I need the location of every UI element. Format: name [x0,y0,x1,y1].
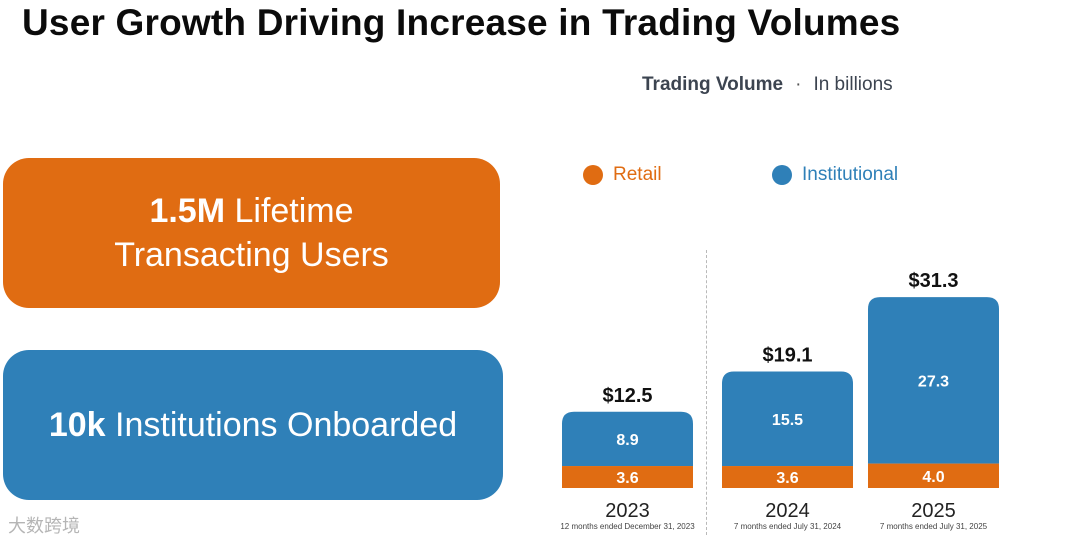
bar-institutional-2025 [868,297,999,464]
users-line-1-text: Lifetime [225,191,354,230]
users-value: 1.5M [149,191,226,230]
users-line-2: Transacting Users [114,236,389,274]
legend-institutional: Institutional [772,164,898,186]
chart-divider [706,250,707,535]
bar-retail-2025 [868,463,999,488]
bar-label-retail-2025: 4.0 [922,469,944,486]
total-label-2023: $12.5 [602,385,652,407]
bar-label-institutional-2023: 8.9 [616,432,638,449]
x-tick-label-2025: 2025 [911,500,956,522]
legend-retail-label: Retail [613,164,662,185]
users-line-1: 1.5M Lifetime [114,189,389,233]
bar-label-retail-2023: 3.6 [616,470,638,487]
period-note-2025: 7 months ended July 31, 2025 [880,522,988,531]
institutions-line: 10k Institutions Onboarded [49,403,457,447]
subtitle-label: Trading Volume [642,74,784,95]
legend-retail-swatch [583,165,603,185]
bar-retail-2023 [562,466,693,488]
bar-label-institutional-2025: 27.3 [918,373,949,390]
x-tick-label-2024: 2024 [765,500,810,522]
subtitle-separator: · [795,74,802,95]
bar-institutional-2023 [562,411,693,467]
bar-retail-2024 [722,466,853,488]
page-title: User Growth Driving Increase in Trading … [22,2,901,43]
watermark-logo: 大数跨境 [8,516,80,536]
institutions-value: 10k [48,405,106,444]
legend-institutional-swatch [772,165,792,185]
total-label-2024: $19.1 [762,344,812,366]
bar-label-institutional-2024: 15.5 [772,412,803,429]
bar-institutional-2024 [722,371,853,467]
period-note-2023: 12 months ended December 31, 2023 [560,522,695,531]
subtitle-unit: In billions [813,74,893,95]
institutions-card: 10k Institutions Onboarded [3,350,503,500]
bar-label-retail-2024: 3.6 [776,470,798,487]
chart-subtitle: Trading Volume · In billions [642,74,893,96]
institutions-text: Institutions Onboarded [105,405,458,444]
lifetime-users-card: 1.5M Lifetime Transacting Users [3,158,500,308]
legend-institutional-label: Institutional [802,164,899,185]
total-label-2025: $31.3 [908,270,958,292]
legend-retail: Retail [583,164,662,186]
x-tick-label-2023: 2023 [605,500,650,522]
period-note-2024: 7 months ended July 31, 2024 [734,522,842,531]
